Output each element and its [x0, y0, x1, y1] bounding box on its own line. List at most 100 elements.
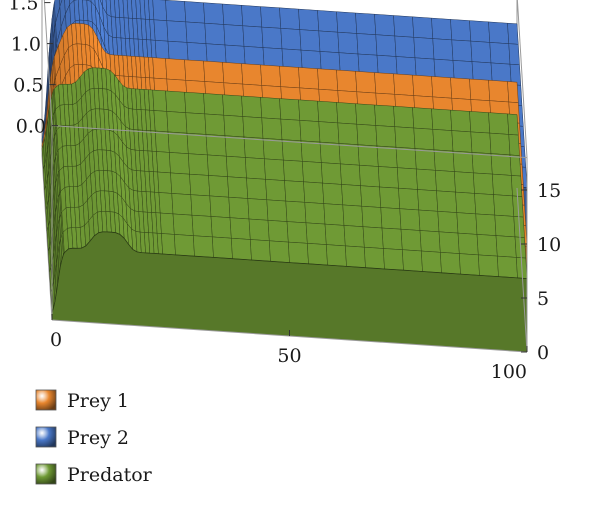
surface-quad	[174, 234, 195, 257]
surface-quad	[186, 132, 208, 156]
surface-quad	[298, 67, 320, 90]
surface-quad	[260, 97, 282, 120]
surface-quad	[153, 19, 169, 42]
surface-quad	[400, 228, 422, 252]
surface-quad	[459, 253, 480, 276]
surface-quad	[508, 43, 520, 66]
surface-quad	[511, 175, 523, 197]
surface-quad	[473, 172, 494, 195]
surface-quad	[184, 1, 206, 24]
surface-quad	[414, 148, 436, 171]
legend-item-predator: Predator	[35, 463, 153, 486]
surface-quad	[376, 145, 398, 168]
surface-quad	[266, 199, 288, 222]
surface-quad	[261, 26, 283, 50]
surface-quad	[455, 191, 477, 215]
surface-quad	[397, 167, 418, 190]
legend-label: Predator	[67, 464, 153, 486]
surface-quad	[171, 193, 193, 216]
surface-quad	[165, 0, 187, 23]
surface-quad	[488, 21, 510, 44]
surface-quad	[210, 216, 232, 239]
front-face	[52, 231, 527, 352]
front-edge	[51, 231, 528, 313]
surface-quad	[393, 15, 415, 38]
surface-quad	[342, 204, 364, 227]
surface-quad	[402, 249, 423, 272]
surface-quad	[243, 136, 265, 160]
x-tick-label: 100	[491, 361, 527, 383]
surface-quad	[431, 76, 453, 99]
surface-quad	[393, 105, 415, 129]
surface-quad	[507, 22, 519, 45]
surface-quad	[298, 99, 320, 122]
legend-swatch	[35, 389, 57, 411]
surface-quad	[264, 158, 285, 181]
legend-label: Prey 1	[67, 390, 129, 412]
surface-quad	[203, 93, 225, 116]
surface-quad	[324, 223, 346, 247]
surface-quad	[185, 112, 207, 135]
surface-quad	[167, 131, 189, 154]
surfaces	[41, 0, 528, 352]
surface-quad	[412, 16, 434, 39]
surface-quad	[362, 226, 384, 249]
surface-quad	[241, 5, 263, 28]
surface-quad	[374, 104, 396, 127]
surface-quad	[307, 243, 328, 266]
surface-quad	[450, 19, 472, 42]
surface-quad	[431, 108, 453, 131]
surface-quad	[476, 234, 498, 257]
surface-quad	[478, 254, 499, 277]
surface-quad	[298, 8, 320, 32]
surface-quad	[381, 227, 403, 250]
box-edge-front-7	[516, 0, 528, 158]
surface-quad	[317, 100, 339, 124]
surface-quad	[494, 214, 516, 238]
surface-quad	[302, 161, 323, 184]
surface-quad	[360, 185, 382, 208]
surface-quad	[245, 157, 266, 180]
surface-quad	[299, 120, 321, 143]
surface-quad	[345, 245, 366, 268]
surface-quad	[261, 117, 283, 140]
surface-quad	[470, 40, 492, 64]
surface-quad	[250, 239, 271, 262]
surface-quad	[284, 180, 306, 203]
surface-quad	[280, 28, 302, 51]
surface-quad	[279, 98, 301, 121]
surface-quad	[169, 152, 190, 175]
surface-quad	[152, 57, 168, 80]
surface-quad	[489, 42, 511, 65]
surface-quad	[203, 60, 225, 84]
surface-quad	[318, 121, 340, 144]
legend-item-prey-2: Prey 2	[35, 426, 129, 449]
surface-quad	[343, 225, 365, 248]
z-tick-label: 15	[537, 180, 561, 202]
surface-quad	[417, 189, 439, 212]
surface-quad	[457, 232, 479, 256]
surface-quad	[222, 62, 244, 85]
surface-quad	[229, 217, 251, 240]
surface-quad	[303, 181, 325, 204]
surface-quad	[158, 192, 174, 215]
surface-quad	[395, 146, 417, 170]
surface-quad	[283, 159, 304, 183]
surface-quad	[497, 255, 518, 279]
surface-quad	[355, 103, 377, 126]
surface-quad	[490, 153, 512, 176]
surface-quad	[190, 194, 212, 217]
surface-quad	[246, 177, 268, 201]
surface-quad	[304, 202, 326, 225]
legend-swatch	[35, 463, 57, 485]
surface-quad	[375, 125, 397, 148]
surface-quad	[471, 152, 493, 175]
surface-quad	[323, 203, 345, 226]
surface-quad	[170, 172, 192, 195]
surface-quad	[166, 20, 188, 43]
surface-quad	[228, 196, 250, 220]
surface-quad	[152, 89, 168, 112]
surface-quad	[279, 65, 301, 89]
surface-quad	[157, 171, 173, 194]
